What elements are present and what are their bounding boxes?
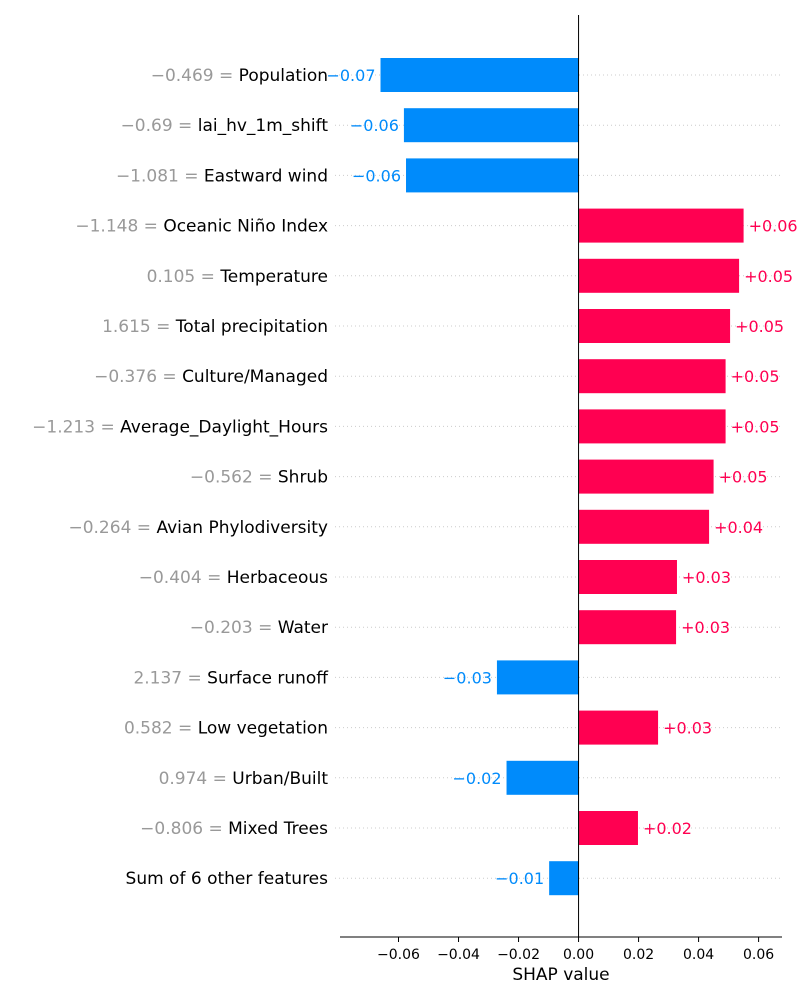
- feature-name: Surface runoff: [207, 668, 329, 688]
- bar-value-label: −0.07: [326, 66, 375, 85]
- feature-value: 0.974 =: [159, 769, 233, 789]
- x-tick-label: 0.04: [683, 947, 714, 963]
- feature-label: −1.213 = Average_Daylight_Hours: [32, 417, 328, 437]
- bar-value-label: −0.01: [495, 869, 544, 888]
- bar-value-label: +0.03: [681, 618, 730, 637]
- bar-negative: [403, 108, 579, 143]
- feature-value: −0.376 =: [94, 367, 182, 387]
- feature-label: 2.137 = Surface runoff: [133, 668, 329, 688]
- feature-name: Culture/Managed: [182, 367, 328, 387]
- bar-value-label: −0.02: [453, 769, 502, 788]
- feature-label: −0.376 = Culture/Managed: [94, 367, 328, 387]
- bar-value-label: −0.06: [352, 166, 401, 185]
- feature-name: lai_hv_1m_shift: [198, 116, 329, 136]
- feature-label: −1.148 = Oceanic Niño Index: [75, 217, 328, 237]
- bar-value-label: +0.04: [714, 518, 763, 537]
- feature-value: 0.582 =: [124, 719, 198, 739]
- x-tick-label: −0.04: [437, 947, 480, 963]
- feature-value: −1.148 =: [75, 217, 163, 237]
- feature-value: −0.469 =: [151, 66, 239, 86]
- feature-label: −0.69 = lai_hv_1m_shift: [121, 116, 329, 136]
- feature-name: Oceanic Niño Index: [163, 217, 328, 237]
- feature-value: −0.203 =: [190, 618, 278, 638]
- feature-value: −0.264 =: [68, 518, 156, 538]
- bar-value-label: +0.05: [744, 267, 793, 286]
- x-tick-label: 0.06: [743, 947, 774, 963]
- bar-negative: [380, 58, 579, 92]
- feature-name: Temperature: [219, 267, 328, 287]
- feature-name: Shrub: [278, 468, 328, 488]
- feature-label: 0.582 = Low vegetation: [124, 719, 328, 739]
- bar-positive: [578, 409, 726, 444]
- bar-positive: [578, 359, 726, 394]
- feature-value: −1.213 =: [32, 417, 120, 437]
- grid-layer: [335, 74, 782, 879]
- feature-value: −1.081 =: [116, 166, 204, 186]
- bar-value-label: +0.05: [731, 417, 780, 436]
- feature-label: 0.974 = Urban/Built: [159, 769, 329, 789]
- feature-value: −0.404 =: [139, 568, 227, 588]
- bar-negative: [496, 660, 579, 695]
- bar-positive: [578, 560, 677, 594]
- bar-value-label: −0.06: [350, 116, 399, 135]
- bar-positive: [578, 509, 710, 544]
- feature-label: Sum of 6 other features: [126, 869, 329, 889]
- feature-name: Population: [239, 66, 328, 86]
- bar-negative: [506, 760, 579, 795]
- bar-positive: [578, 610, 677, 645]
- bar-value-label: +0.03: [682, 568, 731, 587]
- feature-value: 0.105 =: [147, 267, 221, 287]
- x-axis-label: SHAP value: [512, 965, 609, 985]
- bar-positive: [578, 258, 740, 293]
- feature-name: Average_Daylight_Hours: [120, 417, 328, 437]
- x-axis: SHAP value −0.06 −0.04 −0.02 0.00 0.02 0.04 0.…: [340, 936, 782, 985]
- bar-value-label: +0.03: [663, 719, 712, 738]
- bar-positive: [578, 811, 638, 845]
- feature-label: −0.806 = Mixed Trees: [140, 819, 328, 839]
- labels-layer: −0.469 = Population−0.07 −0.69 = lai_hv_1…: [32, 66, 797, 889]
- feature-name: Sum of 6 other features: [126, 869, 329, 889]
- feature-label: −0.264 = Avian Phylodiversity: [68, 518, 328, 538]
- bar-positive: [578, 459, 714, 494]
- bar-value-label: +0.05: [719, 468, 768, 487]
- feature-name: Urban/Built: [232, 769, 328, 789]
- feature-name: Herbaceous: [227, 568, 328, 588]
- feature-value: 2.137 =: [133, 668, 207, 688]
- bar-positive: [578, 710, 659, 745]
- feature-label: −0.404 = Herbaceous: [139, 568, 328, 588]
- feature-name: Eastward wind: [204, 166, 328, 186]
- feature-value: −0.806 =: [140, 819, 228, 839]
- feature-name: Water: [278, 618, 328, 638]
- feature-label: 0.105 = Temperature: [147, 267, 328, 287]
- feature-value: −0.562 =: [190, 468, 278, 488]
- feature-label: −1.081 = Eastward wind: [116, 166, 328, 186]
- feature-label: −0.203 = Water: [190, 618, 328, 638]
- bar-value-label: −0.03: [443, 668, 492, 687]
- bar-value-label: +0.06: [749, 217, 798, 236]
- bar-negative: [549, 861, 579, 896]
- x-tick-label: −0.06: [377, 947, 420, 963]
- feature-label: 1.615 = Total precipitation: [102, 317, 328, 337]
- feature-value: 1.615 =: [102, 317, 176, 337]
- feature-label: −0.469 = Population: [151, 66, 328, 86]
- bars-layer: [380, 15, 744, 937]
- x-tick-label: 0.00: [563, 947, 594, 963]
- feature-name: Mixed Trees: [228, 819, 328, 839]
- x-tick-label: 0.02: [623, 947, 654, 963]
- feature-name: Low vegetation: [198, 719, 328, 739]
- feature-name: Total precipitation: [175, 317, 328, 337]
- feature-name: Avian Phylodiversity: [156, 518, 328, 538]
- x-tick-label: −0.02: [497, 947, 540, 963]
- feature-label: −0.562 = Shrub: [190, 468, 328, 488]
- feature-value: −0.69 =: [121, 116, 198, 136]
- bar-value-label: +0.05: [735, 317, 784, 336]
- bar-value-label: +0.02: [643, 819, 692, 838]
- bar-value-label: +0.05: [731, 367, 780, 386]
- bar-negative: [406, 158, 579, 193]
- bar-positive: [578, 208, 744, 243]
- bar-positive: [578, 309, 731, 343]
